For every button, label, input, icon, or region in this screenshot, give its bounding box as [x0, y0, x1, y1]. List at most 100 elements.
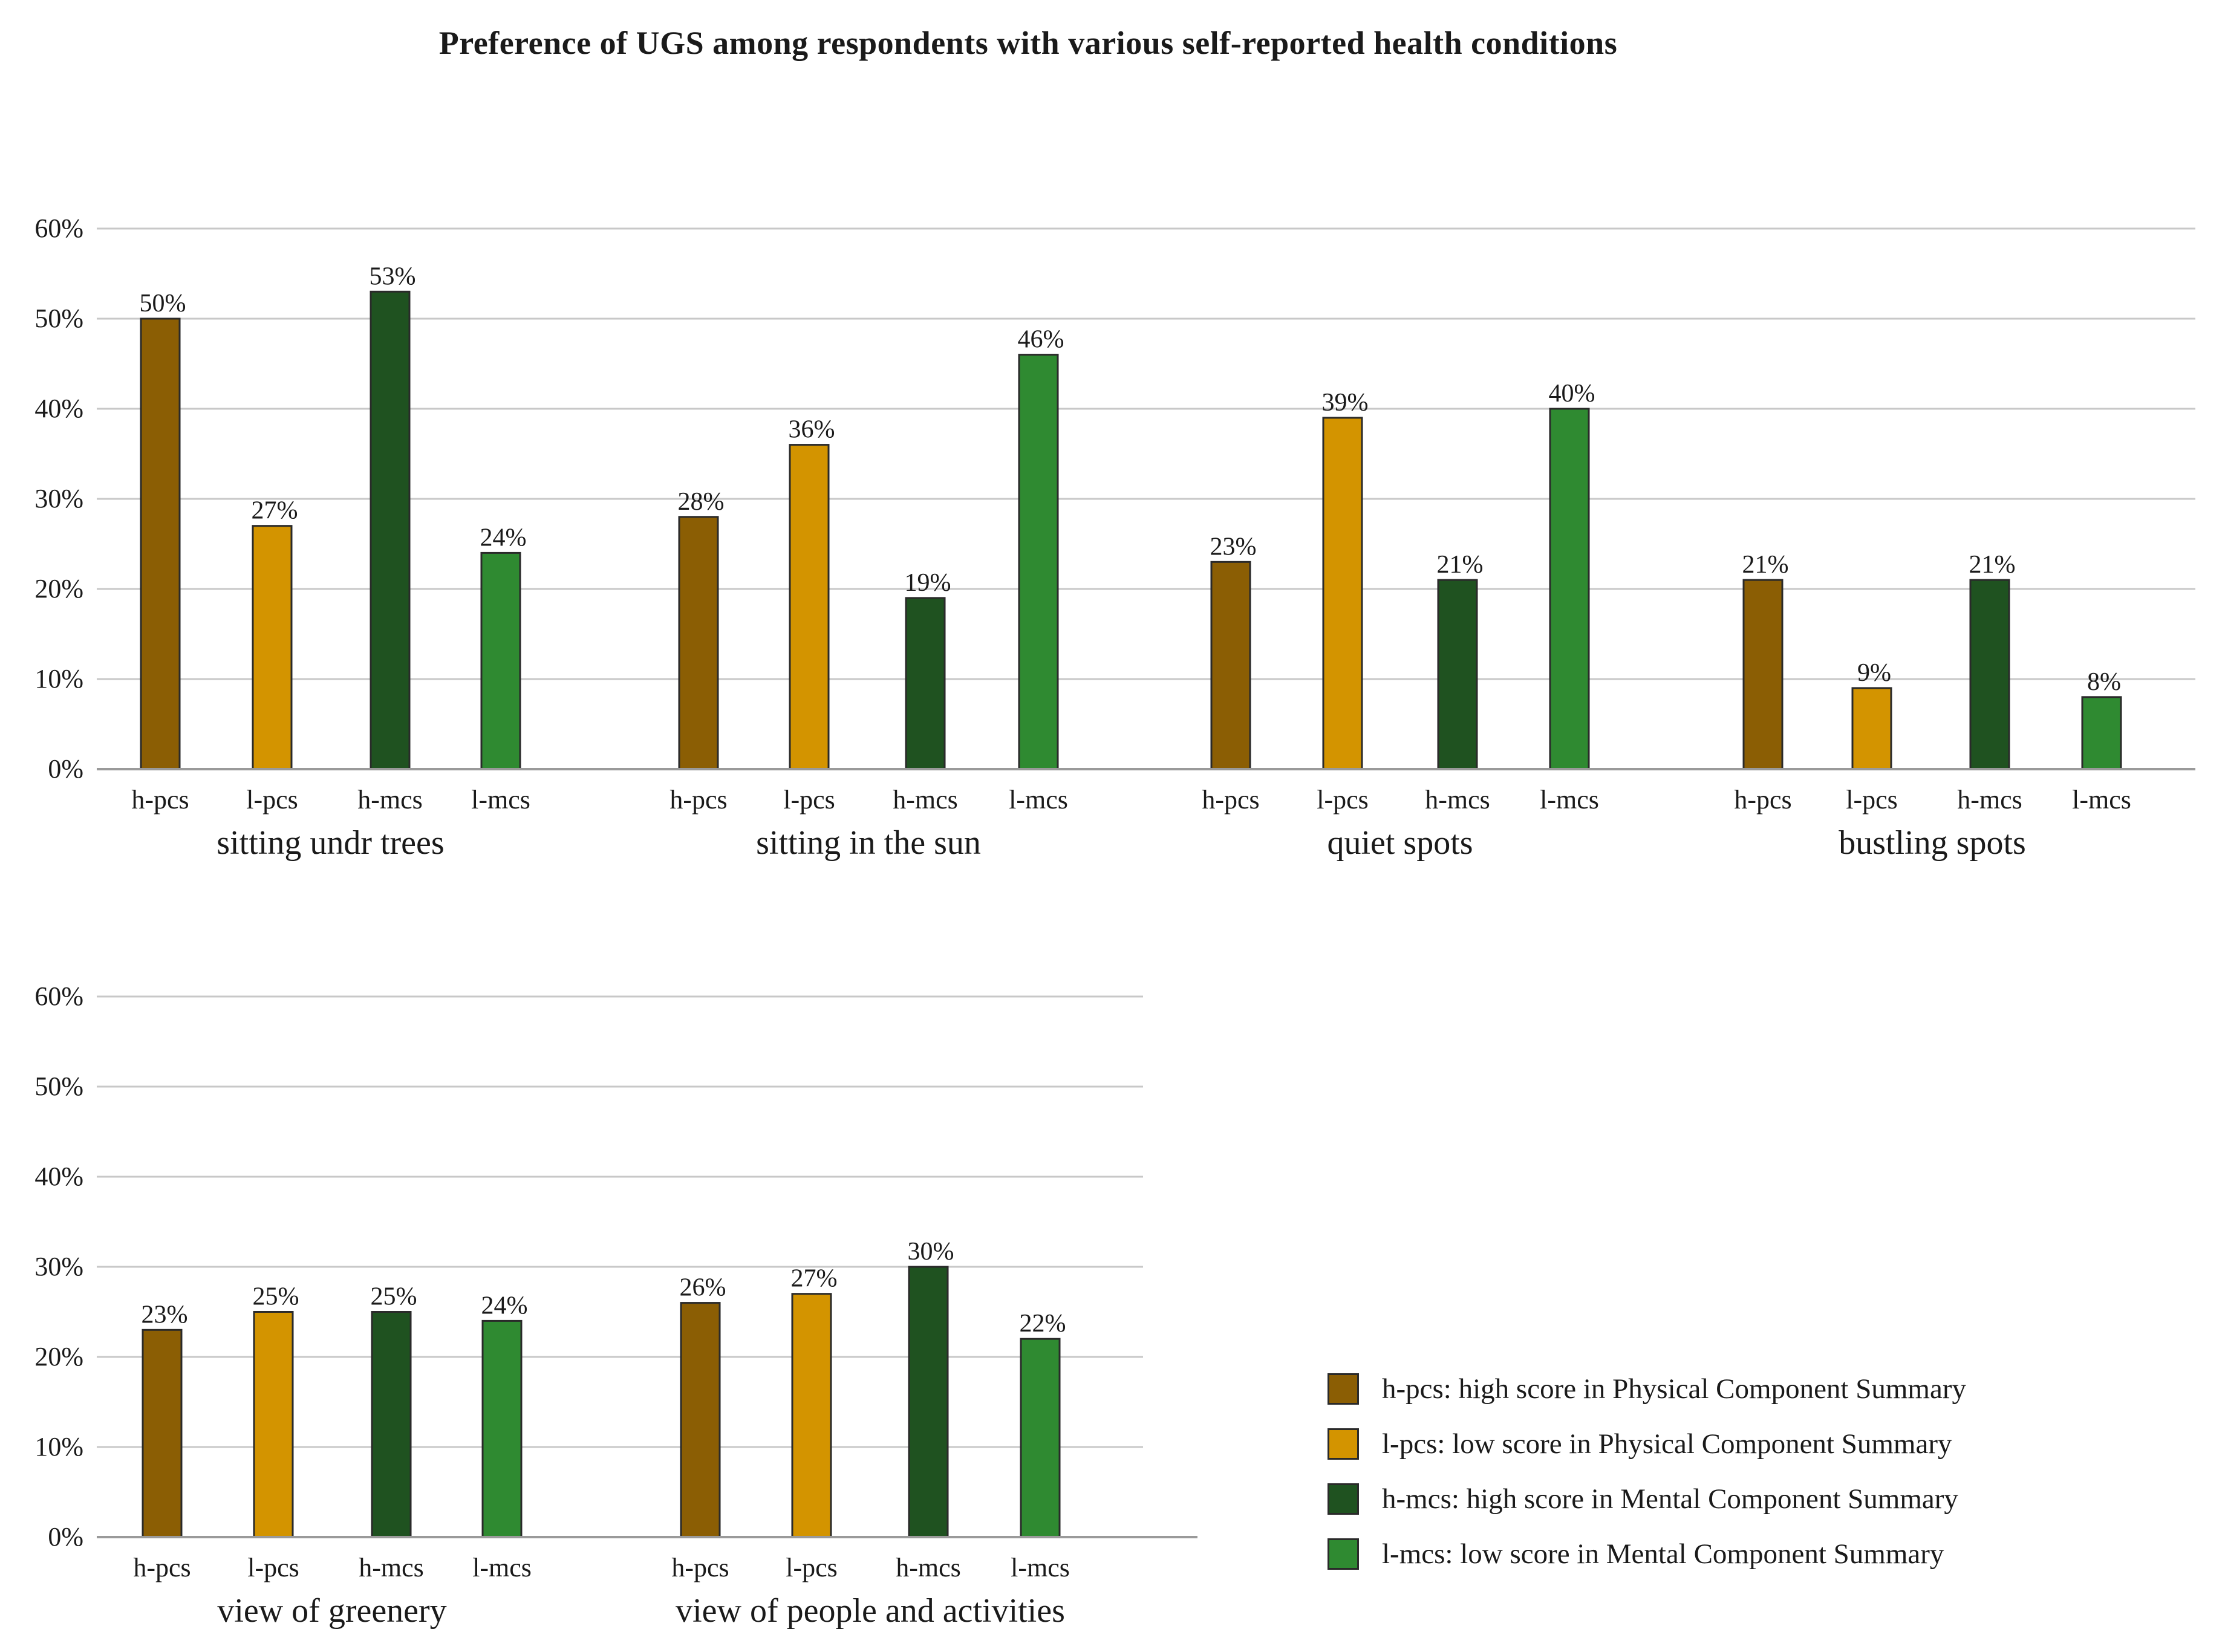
- x-tick-label: h-mcs: [357, 785, 423, 815]
- chart-title: Preference of UGS among respondents with…: [438, 25, 1618, 61]
- x-tick-label: h-mcs: [1957, 785, 2022, 815]
- legend-swatch-h-pcs: [1328, 1373, 1359, 1405]
- x-tick-label: l-mcs: [472, 1553, 532, 1582]
- bar-h-mcs: [905, 597, 946, 770]
- data-label: 9%: [1857, 659, 1891, 687]
- y-tick-label: 30%: [34, 484, 83, 513]
- y-tick-label: 40%: [34, 1162, 83, 1191]
- legend-label-h-mcs: h-mcs: high score in Mental Component Su…: [1382, 1483, 1958, 1515]
- bar-l-mcs: [1018, 354, 1059, 770]
- legend-item-h-pcs: h-pcs: high score in Physical Component …: [1328, 1373, 1966, 1405]
- y-tick-label: 0%: [48, 754, 83, 784]
- legend-swatch-h-mcs: [1328, 1483, 1359, 1515]
- data-label: 46%: [1018, 326, 1064, 354]
- x-tick-label: h-pcs: [1202, 785, 1259, 815]
- bar-l-mcs: [1020, 1338, 1061, 1538]
- bar-l-pcs: [791, 1293, 832, 1538]
- y-tick-label: 30%: [34, 1252, 83, 1281]
- x-tick-label: l-pcs: [1846, 785, 1898, 815]
- y-tick-label: 20%: [34, 574, 83, 603]
- x-tick-label: h-mcs: [359, 1553, 424, 1582]
- y-tick-label: 10%: [34, 664, 83, 694]
- x-tick-label: h-mcs: [896, 1553, 961, 1582]
- x-tick-label: l-pcs: [246, 785, 298, 815]
- data-label: 23%: [1210, 533, 1257, 561]
- bar-l-mcs: [1549, 408, 1590, 770]
- x-tick-label: l-pcs: [783, 785, 835, 815]
- data-label: 25%: [371, 1283, 417, 1311]
- data-label: 27%: [791, 1265, 838, 1293]
- bar-h-pcs: [678, 516, 719, 770]
- legend-swatch-l-pcs: [1328, 1428, 1359, 1460]
- data-label: 50%: [140, 290, 186, 317]
- group-label: sitting undr trees: [217, 824, 444, 862]
- bar-h-pcs: [1210, 561, 1251, 770]
- bar-l-pcs: [789, 444, 830, 770]
- bar-h-mcs: [908, 1266, 949, 1538]
- bar-h-mcs: [1969, 579, 2010, 770]
- bar-h-pcs: [140, 317, 181, 770]
- x-tick-label: l-mcs: [1540, 785, 1599, 815]
- data-label: 21%: [1742, 551, 1789, 579]
- bar-l-pcs: [252, 525, 293, 770]
- data-label: 24%: [481, 1292, 528, 1319]
- y-tick-label: 40%: [34, 394, 83, 423]
- group-label: quiet spots: [1327, 824, 1473, 862]
- data-label: 21%: [1437, 551, 1484, 579]
- bar-h-mcs: [1437, 579, 1478, 770]
- group-label: view of people and activities: [676, 1592, 1065, 1630]
- x-tick-label: h-pcs: [1734, 785, 1791, 815]
- bar-h-mcs: [370, 290, 411, 770]
- data-label: 36%: [789, 416, 835, 444]
- data-label: 27%: [252, 497, 298, 525]
- data-label: 19%: [905, 569, 951, 597]
- data-label: 8%: [2087, 668, 2121, 696]
- x-tick-label: h-pcs: [669, 785, 727, 815]
- data-label: 26%: [680, 1274, 726, 1302]
- legend-label-l-pcs: l-pcs: low score in Physical Component S…: [1382, 1428, 1952, 1460]
- bar-l-pcs: [1322, 417, 1363, 770]
- group-label: view of greenery: [217, 1592, 446, 1630]
- legend-swatch-l-mcs: [1328, 1538, 1359, 1570]
- x-tick-label: l-mcs: [2072, 785, 2131, 815]
- data-label: 25%: [253, 1283, 299, 1311]
- y-tick-label: 0%: [48, 1522, 83, 1552]
- y-tick-label: 50%: [34, 304, 83, 333]
- legend-item-l-pcs: l-pcs: low score in Physical Component S…: [1328, 1428, 1966, 1460]
- x-tick-label: l-pcs: [247, 1553, 299, 1582]
- x-tick-label: h-pcs: [133, 1553, 191, 1582]
- bar-h-pcs: [142, 1328, 183, 1538]
- x-tick-label: l-pcs: [1317, 785, 1369, 815]
- bar-l-mcs: [481, 1319, 523, 1538]
- data-label: 39%: [1322, 389, 1369, 417]
- y-tick-label: 60%: [34, 213, 83, 243]
- legend-item-h-mcs: h-mcs: high score in Mental Component Su…: [1328, 1483, 1966, 1515]
- x-tick-label: h-mcs: [1425, 785, 1490, 815]
- legend: h-pcs: high score in Physical Component …: [1328, 1373, 1966, 1593]
- bar-h-pcs: [680, 1302, 721, 1538]
- legend-label-l-mcs: l-mcs: low score in Mental Component Sum…: [1382, 1538, 1944, 1570]
- y-tick-label: 50%: [34, 1072, 83, 1101]
- x-tick-label: h-mcs: [893, 785, 958, 815]
- data-label: 30%: [908, 1238, 954, 1266]
- legend-item-l-mcs: l-mcs: low score in Mental Component Sum…: [1328, 1538, 1966, 1570]
- y-tick-label: 60%: [34, 981, 83, 1011]
- x-tick-label: l-pcs: [786, 1553, 838, 1582]
- data-label: 23%: [142, 1301, 188, 1328]
- bar-h-pcs: [1742, 579, 1784, 770]
- x-tick-label: l-mcs: [1009, 785, 1068, 815]
- data-label: 53%: [370, 262, 416, 290]
- bar-l-pcs: [1851, 687, 1892, 770]
- group-label: bustling spots: [1839, 824, 2026, 862]
- data-label: 21%: [1969, 551, 2016, 579]
- bar-l-mcs: [2081, 696, 2122, 770]
- x-tick-label: l-mcs: [1011, 1553, 1070, 1582]
- x-tick-label: l-mcs: [471, 785, 530, 815]
- data-label: 28%: [678, 488, 725, 516]
- group-label: sitting in the sun: [756, 824, 981, 862]
- bar-h-mcs: [371, 1311, 412, 1538]
- y-tick-label: 20%: [34, 1342, 83, 1371]
- y-tick-label: 10%: [34, 1432, 83, 1462]
- legend-label-h-pcs: h-pcs: high score in Physical Component …: [1382, 1373, 1967, 1405]
